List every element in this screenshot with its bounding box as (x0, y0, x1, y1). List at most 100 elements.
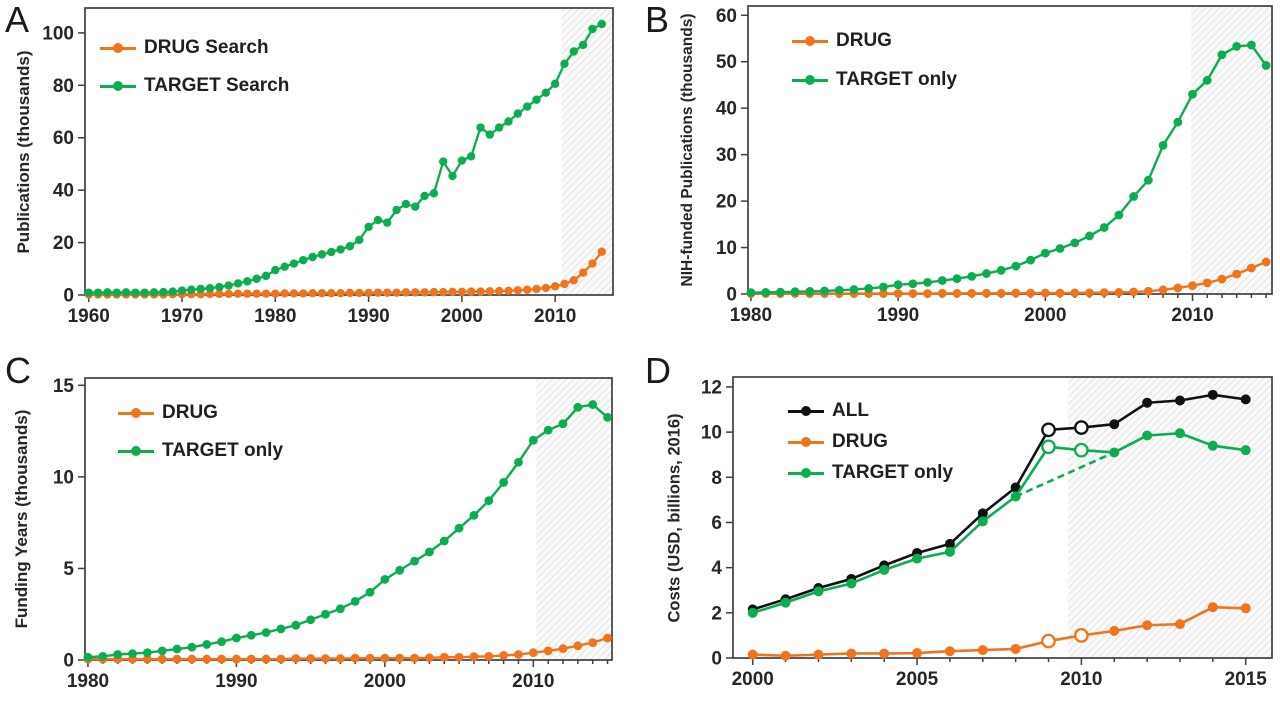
panel-c-plot: 0 5 10 15 1980 1990 2000 2010 (53, 376, 613, 692)
plot-border (84, 377, 613, 661)
series-markers-target-only (747, 428, 1251, 618)
svg-text:1980: 1980 (67, 671, 109, 692)
plot-border (732, 376, 1273, 659)
svg-text:1990: 1990 (877, 305, 919, 326)
hatched-forecast-region (536, 378, 612, 660)
legend-item-drug: DRUG (118, 402, 218, 424)
panel-d: D Costs (USD, billions, 2016) 0 2 4 6 8 10 12 2… (640, 351, 1280, 702)
legend-label: ALL (832, 400, 869, 421)
series-line-target-search (88, 22, 603, 294)
legend-label: DRUG (162, 402, 218, 423)
legend-item-target-only: TARGET only (788, 462, 953, 484)
series-markers-target-only (746, 40, 1271, 298)
panel-c: C Funding Years (thousands) 0 5 10 15 1980 19… (0, 351, 640, 702)
svg-text:0: 0 (711, 649, 722, 670)
all-legend-marker-icon (788, 406, 824, 416)
svg-text:2: 2 (711, 603, 722, 624)
axis-ticks (78, 384, 609, 667)
target-only-legend-marker-icon (788, 468, 824, 478)
svg-text:5: 5 (63, 559, 74, 580)
panel-letter-d: D (645, 350, 671, 391)
legend-item-drug: DRUG (788, 431, 888, 453)
svg-text:1990: 1990 (215, 671, 257, 692)
legend-label: TARGET only (836, 69, 958, 90)
svg-text:2010: 2010 (534, 306, 576, 327)
svg-text:1990: 1990 (347, 306, 389, 327)
svg-text:80: 80 (53, 76, 74, 97)
panel-letter-b: B (645, 0, 670, 40)
series-markers-target-only (83, 400, 612, 662)
target-only-legend-marker-icon (792, 75, 828, 85)
series-line-target-only (752, 431, 1246, 615)
drug-legend-marker-icon (118, 408, 154, 418)
svg-text:100: 100 (42, 23, 74, 44)
drug-search-legend-marker-icon (100, 43, 136, 53)
svg-text:2010: 2010 (1060, 669, 1102, 690)
svg-text:60: 60 (53, 128, 74, 149)
series-line-drug (752, 605, 1246, 658)
legend-label: TARGET Search (144, 75, 290, 96)
svg-text:2005: 2005 (896, 669, 939, 690)
svg-text:1960: 1960 (68, 306, 110, 327)
legend-label: DRUG (832, 431, 888, 452)
hatched-forecast-region (1068, 377, 1272, 658)
svg-text:1980: 1980 (730, 305, 772, 326)
svg-text:40: 40 (716, 99, 737, 120)
axis-ticks (78, 32, 556, 302)
svg-text:0: 0 (726, 285, 737, 306)
panel-letter-c: C (5, 350, 31, 391)
svg-text:2000: 2000 (732, 669, 774, 690)
svg-text:60: 60 (716, 6, 737, 27)
svg-text:2010: 2010 (1171, 305, 1213, 326)
svg-text:2010: 2010 (512, 671, 554, 692)
legend-label: DRUG (836, 30, 892, 51)
dashed-interpolation-line (1015, 451, 1115, 498)
svg-text:6: 6 (711, 513, 722, 534)
target-search-legend-marker-icon (100, 81, 136, 91)
tick-labels: 0 10 20 30 40 50 60 1980 1990 2000 2010 (716, 6, 1214, 326)
series-markers-target-search (84, 19, 607, 297)
legend-item-drug: DRUG (792, 30, 892, 52)
svg-text:30: 30 (716, 145, 737, 166)
series-markers-drug (83, 633, 612, 664)
panel-letter-a: A (5, 0, 30, 40)
drug-legend-marker-icon (788, 437, 824, 447)
svg-text:20: 20 (716, 192, 737, 213)
legend-item-target-only: TARGET only (792, 69, 957, 91)
svg-text:2015: 2015 (1225, 669, 1268, 690)
legend-item-all: ALL (788, 400, 869, 422)
svg-text:2000: 2000 (1024, 305, 1066, 326)
panel-b-plot: 0 10 20 30 40 50 60 1980 1990 2000 2010 (716, 5, 1273, 326)
legend-label: DRUG Search (144, 37, 269, 58)
legend-item-drug-search: DRUG Search (100, 37, 269, 59)
svg-text:2000: 2000 (364, 671, 406, 692)
axis-ticks (741, 14, 1267, 301)
svg-text:12: 12 (701, 377, 722, 398)
series-markers-drug (747, 602, 1251, 661)
svg-text:8: 8 (711, 468, 722, 489)
tick-labels: 0 2 4 6 8 10 12 2000 2005 2010 2015 (701, 377, 1267, 690)
series-line-all (752, 393, 1246, 611)
svg-text:1980: 1980 (254, 306, 296, 327)
panel-d-plot: 0 2 4 6 8 10 12 2000 2005 2010 2015 (701, 376, 1273, 690)
axis-ticks (726, 386, 1247, 665)
svg-text:10: 10 (701, 423, 722, 444)
tick-labels: 0 20 40 60 80 100 1960 1970 1980 1990 2000 2010 (42, 23, 576, 327)
tick-labels: 0 5 10 15 1980 1990 2000 2010 (53, 376, 555, 692)
svg-text:0: 0 (63, 286, 74, 307)
svg-text:4: 4 (711, 558, 722, 579)
drug-legend-marker-icon (792, 36, 828, 46)
legend-item-target-only: TARGET only (118, 440, 283, 462)
svg-text:0: 0 (63, 651, 74, 672)
target-only-legend-marker-icon (118, 446, 154, 456)
svg-text:20: 20 (53, 233, 74, 254)
svg-text:10: 10 (716, 238, 737, 259)
legend-item-target-search: TARGET Search (100, 75, 289, 97)
svg-text:10: 10 (53, 467, 74, 488)
svg-text:15: 15 (53, 376, 75, 397)
svg-text:2000: 2000 (441, 306, 483, 327)
legend-label: TARGET only (162, 440, 284, 461)
panel-a: A Publications (thousands) 0 20 40 60 80 100 1… (0, 0, 640, 351)
